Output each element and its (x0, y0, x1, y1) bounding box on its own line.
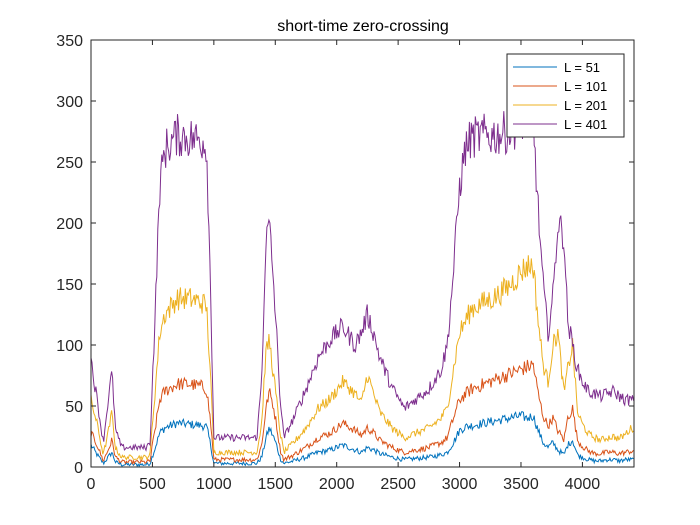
x-tick-label: 4000 (565, 476, 601, 493)
series-lines (90, 92, 634, 468)
x-tick-label: 3500 (503, 476, 539, 493)
legend-label: L = 101 (564, 79, 607, 94)
y-tick-label: 0 (74, 460, 83, 477)
x-tick-label: 0 (87, 476, 96, 493)
series-line-3 (90, 255, 634, 462)
y-tick-label: 250 (56, 155, 83, 172)
chart-title: short-time zero-crossing (277, 18, 449, 35)
legend: L = 51 L = 101 L = 201 L = 401 (506, 53, 625, 138)
y-tick-label: 300 (56, 94, 83, 111)
y-tick-label: 200 (56, 216, 83, 233)
legend-label: L = 201 (564, 98, 607, 113)
x-tick-label: 500 (139, 476, 166, 493)
x-tick-label: 2000 (319, 476, 355, 493)
x-tick-label: 3000 (442, 476, 478, 493)
y-tick-label: 150 (56, 277, 83, 294)
legend-box (506, 53, 625, 138)
series-line-1 (90, 411, 634, 468)
axis-ticks: 0 500 1000 1500 2000 2500 3000 3500 4000 0 50 100 15… (56, 33, 634, 493)
legend-label: L = 401 (564, 117, 607, 132)
axes-box (90, 39, 635, 468)
series-line-4 (90, 92, 634, 452)
x-tick-label: 1000 (196, 476, 232, 493)
y-tick-label: 50 (65, 399, 83, 416)
y-tick-label: 100 (56, 338, 83, 355)
y-tick-label: 350 (56, 33, 83, 50)
x-tick-label: 1500 (257, 476, 293, 493)
x-tick-label: 2500 (380, 476, 416, 493)
series-line-2 (90, 359, 634, 466)
legend-label: L = 51 (564, 60, 600, 75)
